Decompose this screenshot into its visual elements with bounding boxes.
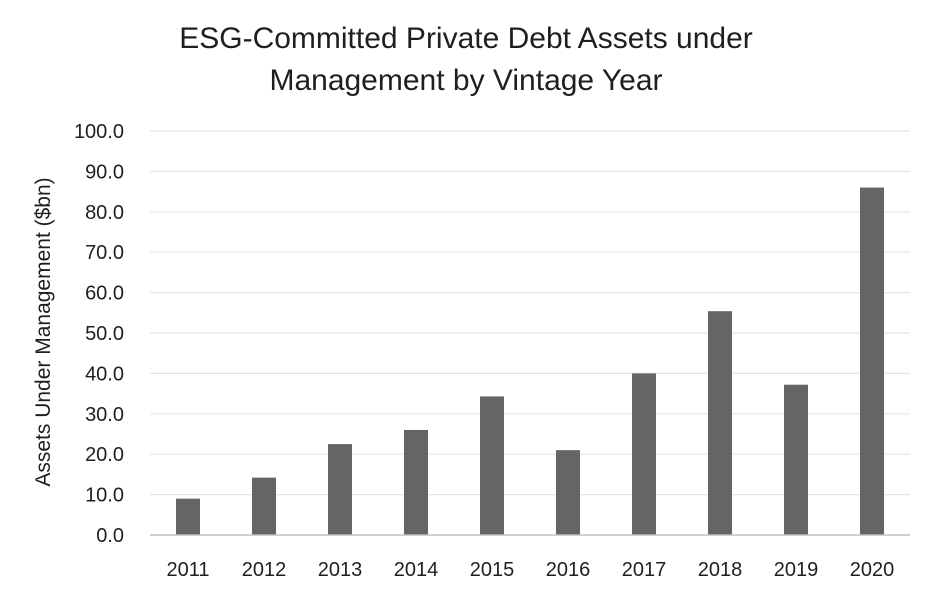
bar-2020 [860,187,884,535]
y-tick-label: 10.0 [85,485,124,507]
gridlines [150,130,910,496]
y-tick-label: 80.0 [85,202,124,224]
x-tick-label: 2019 [774,559,819,581]
bar-2012 [252,477,276,535]
y-tick-label: 90.0 [85,161,124,183]
y-tick-label: 40.0 [85,363,124,385]
chart-title-line-1: ESG-Committed Private Debt Assets under [179,22,753,55]
bar-2018 [708,311,732,535]
x-tick-label: 2014 [394,559,439,581]
y-tick-label: 50.0 [85,323,124,345]
x-tick-label: 2016 [546,559,591,581]
y-tick-label: 100.0 [74,121,124,143]
bar-2017 [632,373,656,535]
x-tick-label: 2020 [850,559,895,581]
x-tick-labels: 2011 2012 2013 2014 2015 2016 2017 2018 2019 2020 [166,559,894,581]
y-tick-label: 0.0 [96,525,124,547]
bar-2016 [556,450,580,535]
x-tick-label: 2017 [622,559,667,581]
bar-2015 [480,396,504,535]
y-tick-labels: 0.0 10.0 20.0 30.0 40.0 50.0 60.0 70.0 80.0 90.0 1… [74,121,124,547]
x-tick-label: 2013 [318,559,363,581]
chart-title-line-2: Management by Vintage Year [269,64,663,97]
chart-title: ESG-Committed Private Debt Assets under … [0,18,932,102]
bar-2019 [784,384,808,535]
bar-2013 [328,444,352,535]
x-tick-label: 2018 [698,559,743,581]
x-tick-label: 2012 [242,559,287,581]
x-tick-label: 2011 [166,559,209,581]
x-tick-label: 2015 [470,559,515,581]
y-tick-label: 20.0 [85,444,124,466]
y-tick-label: 30.0 [85,404,124,426]
y-tick-label: 60.0 [85,283,124,305]
y-tick-label: 70.0 [85,242,124,264]
bar-2011 [176,498,200,535]
bars [176,187,884,535]
bar-2014 [404,429,428,535]
